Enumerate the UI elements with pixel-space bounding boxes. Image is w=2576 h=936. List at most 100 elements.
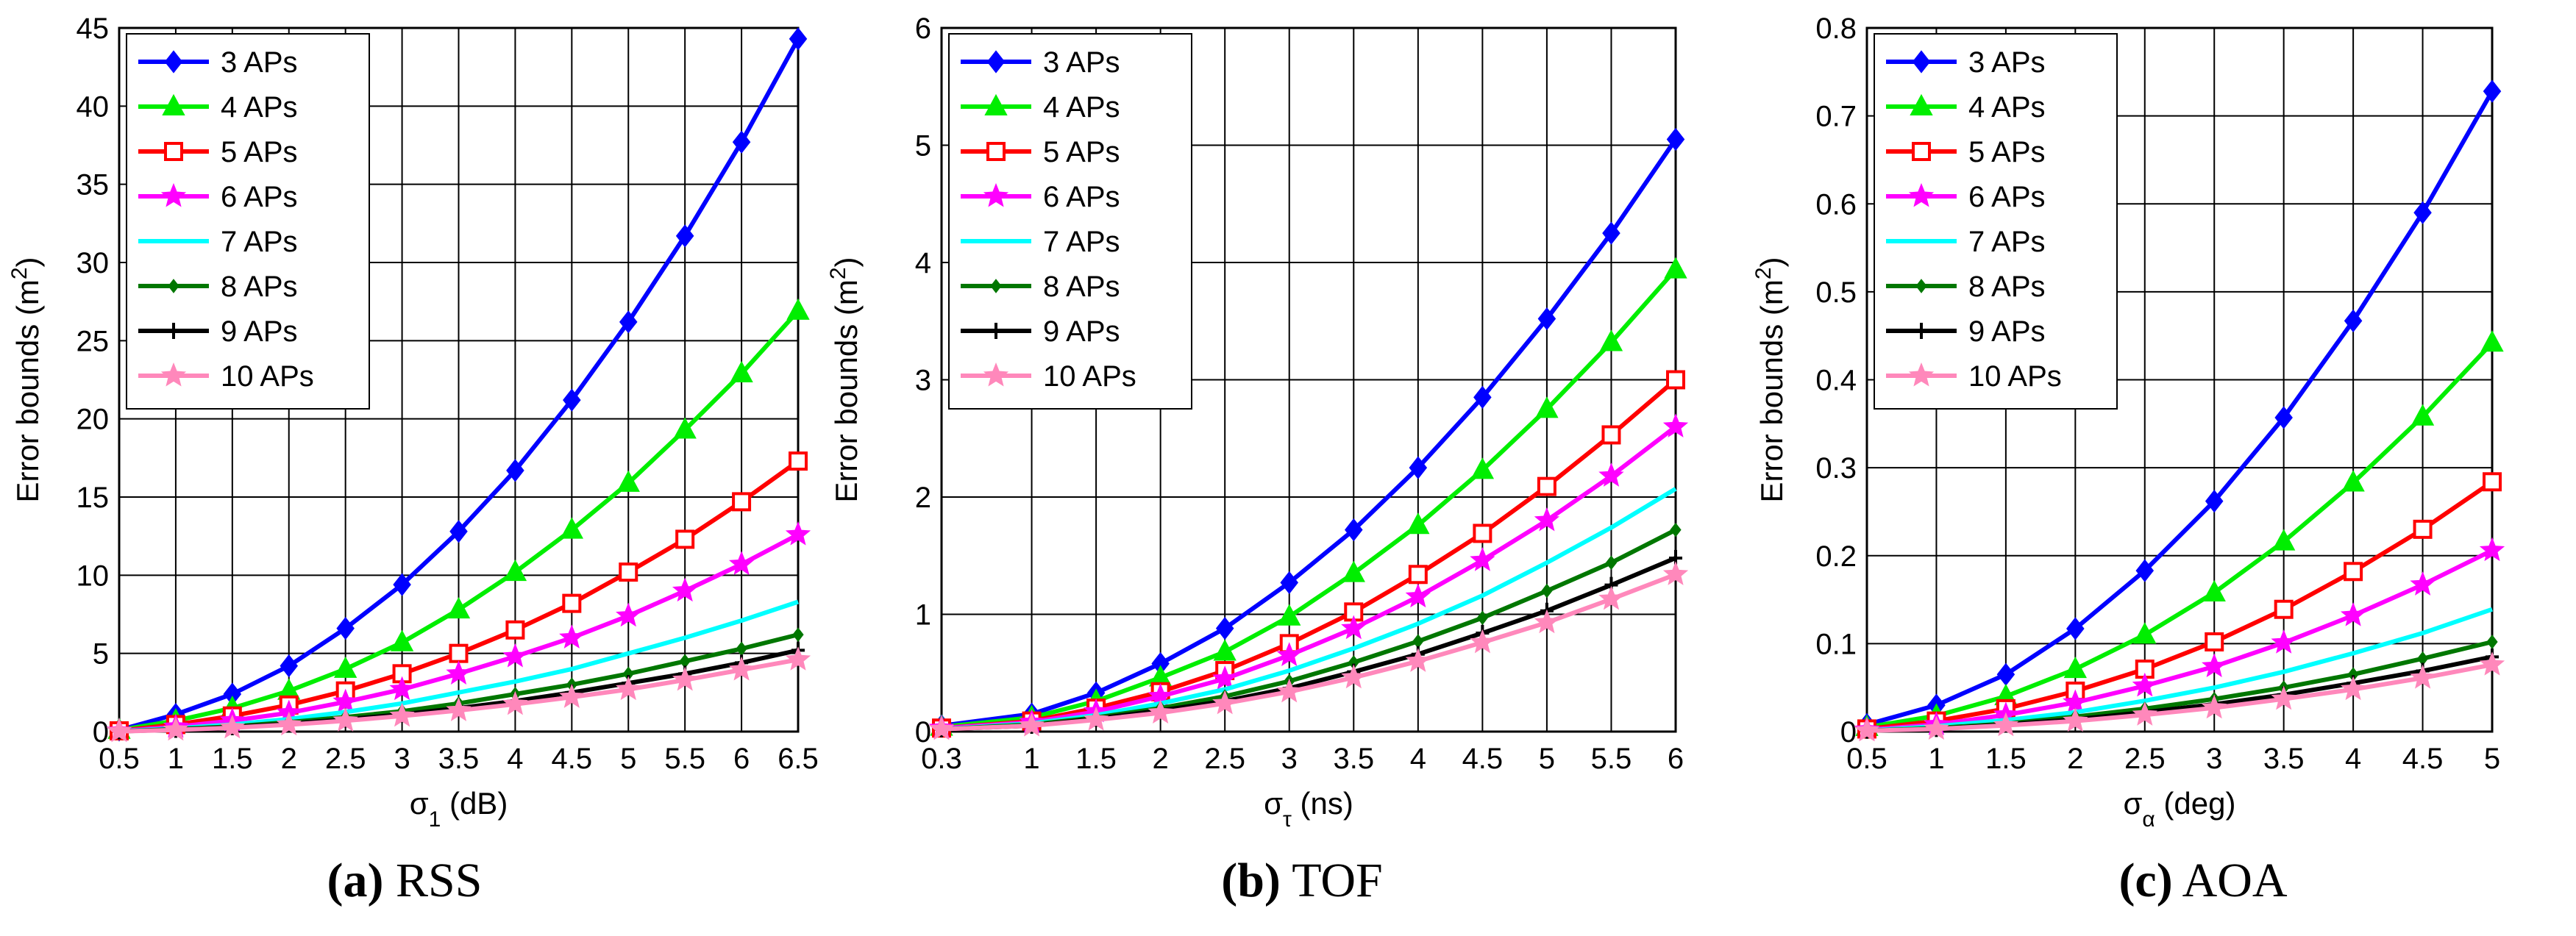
y-tick-label: 5 <box>915 130 931 162</box>
data-point <box>2205 489 2224 513</box>
legend-marker <box>1912 142 1931 161</box>
y-tick-label: 1 <box>915 599 931 632</box>
data-point <box>1924 715 1949 740</box>
data-point <box>390 629 414 651</box>
x-tick-label: 5.5 <box>664 743 705 775</box>
y-tick-label: 0.1 <box>1815 628 1857 660</box>
data-point <box>1476 610 1489 626</box>
caption-b-text: TOF <box>1292 854 1383 907</box>
data-point <box>1473 524 1492 543</box>
axes-box <box>1865 26 2494 733</box>
data-point <box>785 521 811 546</box>
x-tick-label: 2.5 <box>1204 743 1245 775</box>
data-point <box>2202 579 2226 601</box>
data-point <box>563 388 581 412</box>
data-point <box>2483 472 2502 492</box>
series-line <box>1866 662 2493 733</box>
legend-label: 5 APs <box>1968 136 2046 168</box>
data-point <box>280 654 299 678</box>
data-point <box>560 517 584 539</box>
y-tick-label: 15 <box>77 482 110 514</box>
data-point <box>616 470 640 492</box>
data-point <box>732 492 752 512</box>
data-point <box>1541 583 1553 599</box>
x-tick-label: 1 <box>1928 743 1944 775</box>
data-point <box>2202 694 2227 719</box>
legend-label: 4 APs <box>221 91 298 124</box>
data-point <box>333 656 357 678</box>
data-point <box>2480 330 2504 352</box>
legend-marker <box>1910 93 1933 115</box>
data-point <box>2066 617 2085 640</box>
x-tick-label: 5 <box>2484 743 2500 775</box>
x-tick-label: 5 <box>1539 743 1555 775</box>
legend-label: 5 APs <box>221 136 298 168</box>
x-tick-label: 3.5 <box>2263 743 2305 775</box>
y-axis-label: Error bounds (m2) <box>1751 257 1790 502</box>
data-point <box>1666 127 1685 151</box>
charts-svg: 0.5 1 1.5 2 2.5 3 3.5 4 4.5 5 5.5 6 6.50510152025303… <box>7 12 2505 832</box>
data-point <box>1470 629 1495 654</box>
legend-marker <box>984 93 1008 115</box>
data-point <box>672 666 698 691</box>
legend-marker <box>164 50 183 74</box>
data-point <box>1996 662 2015 686</box>
x-tick-label: 2.5 <box>2124 743 2166 775</box>
legend-marker <box>983 362 1009 387</box>
legend-label: 6 APs <box>1043 181 1120 213</box>
data-point <box>163 716 189 741</box>
x-tick-label: 3.5 <box>438 743 480 775</box>
y-tick-label: 2 <box>915 482 931 514</box>
series-line <box>1866 90 2494 727</box>
data-point <box>2063 656 2088 679</box>
data-point <box>1412 634 1424 649</box>
legend-label: 3 APs <box>1968 46 2046 79</box>
data-point <box>1408 565 1428 585</box>
caption-a-text: RSS <box>396 854 483 907</box>
data-point <box>1341 615 1367 640</box>
data-point <box>730 360 753 382</box>
data-point <box>1345 518 1363 542</box>
data-point <box>616 676 641 701</box>
caption-c: (c) AOA <box>2012 853 2394 919</box>
x-tick-label: 4.5 <box>1462 743 1504 775</box>
y-tick-label: 3 <box>915 365 931 397</box>
x-tick-label: 2 <box>281 743 297 775</box>
legend: 3 APs 4 APs 5 APs 6 APs 7 APs 8 APs 9 APs 10 AP… <box>1874 33 2118 410</box>
data-point <box>789 451 808 471</box>
series-line <box>941 424 1677 731</box>
data-point <box>1405 583 1431 608</box>
data-point <box>1280 571 1299 595</box>
legend-label: 8 APs <box>1043 271 1120 303</box>
data-point <box>2341 470 2365 492</box>
y-tick-label: 0.6 <box>1815 188 1857 221</box>
data-point <box>559 624 585 649</box>
legend-label: 7 APs <box>1968 226 2046 258</box>
data-point <box>619 310 638 334</box>
y-tick-label: 0.7 <box>1815 101 1857 133</box>
y-tick-label: 0.5 <box>1815 276 1857 309</box>
series-line <box>941 268 1678 729</box>
axes-box <box>118 26 800 733</box>
legend-label: 9 APs <box>1968 315 2046 348</box>
legend-marker <box>1908 182 1935 207</box>
x-tick-label: 3.5 <box>1333 743 1374 775</box>
x-tick-label: 0.5 <box>1846 743 1887 775</box>
data-point <box>2340 676 2366 701</box>
data-point <box>393 573 411 596</box>
x-tick-label: 6.5 <box>778 743 819 775</box>
data-point <box>1278 604 1301 626</box>
legend-marker <box>990 279 1002 293</box>
caption-a: (a) RSS <box>213 853 596 919</box>
legend-marker <box>986 50 1006 74</box>
series-line <box>941 528 1677 732</box>
series-10-aps <box>106 646 811 743</box>
data-point <box>675 224 694 248</box>
series-line <box>941 487 1677 732</box>
data-point <box>1276 642 1302 666</box>
data-point <box>2344 562 2363 582</box>
data-point <box>1535 396 1559 418</box>
y-tick-label: 0 <box>1840 716 1857 749</box>
data-point <box>2063 689 2088 714</box>
data-point <box>1670 522 1682 537</box>
